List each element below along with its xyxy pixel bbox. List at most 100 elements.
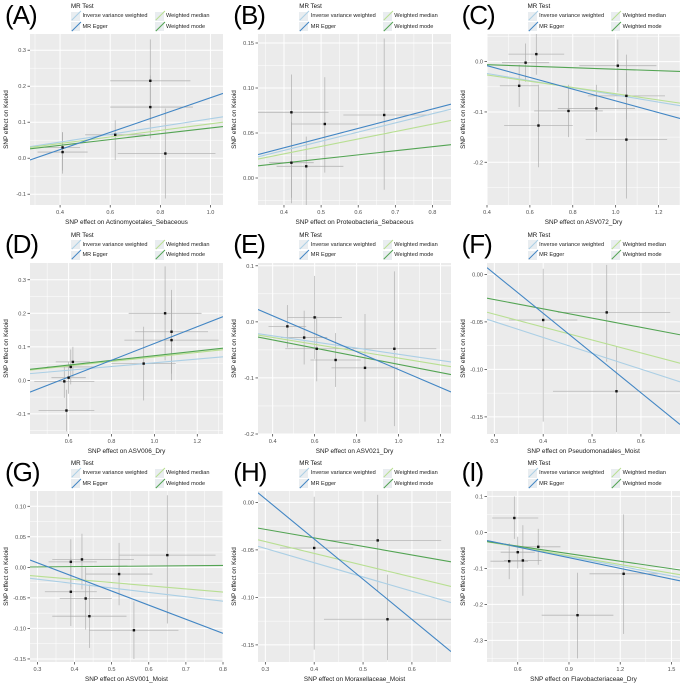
egger-line-key-icon bbox=[71, 249, 82, 260]
panel-label: (A) bbox=[5, 0, 38, 30]
legend-label: MR Egger bbox=[310, 23, 336, 30]
legend-item-wmode: Weighted mode bbox=[154, 249, 210, 260]
legend-label: Weighted mode bbox=[166, 480, 206, 487]
legend-label: MR Egger bbox=[82, 252, 108, 259]
svg-text:0.6: 0.6 bbox=[145, 667, 153, 673]
legend-title: MR Test bbox=[71, 231, 94, 239]
legend-item-wmode: Weighted mode bbox=[154, 21, 210, 32]
svg-text:-0.1: -0.1 bbox=[473, 567, 483, 573]
svg-text:1.0: 1.0 bbox=[395, 439, 403, 445]
svg-text:0.6: 0.6 bbox=[513, 667, 521, 673]
svg-text:0.9: 0.9 bbox=[565, 667, 573, 673]
legend-label: Weighted mode bbox=[394, 23, 434, 30]
legend-label: Weighted median bbox=[394, 13, 438, 19]
ivw-line-key-icon bbox=[527, 239, 539, 250]
legend-item-ivw: Inverse variance weighted bbox=[299, 10, 376, 21]
svg-text:-0.05: -0.05 bbox=[242, 548, 255, 554]
scatter-plot: 0.3 0.4 0.5 0.6 0.00 -0.05 -0.10 -0.15 SNP effec… bbox=[231, 491, 452, 683]
legend-item-wmedian: Weighted median bbox=[382, 10, 438, 21]
mr-test-legend: MR Test Inverse variance weighted Weighted… bbox=[299, 459, 438, 489]
svg-text:-0.10: -0.10 bbox=[13, 627, 26, 633]
legend-title: MR Test bbox=[299, 231, 322, 239]
svg-text:0.05: 0.05 bbox=[243, 131, 254, 137]
wmedian-line-key-icon bbox=[154, 467, 166, 478]
svg-text:0.8: 0.8 bbox=[108, 439, 116, 445]
scatter-plot: 0.4 0.6 0.8 1.0 -0.1 0.0 0.1 0.2 0.3 SNP effect o… bbox=[3, 34, 223, 226]
legend-item-wmedian: Weighted median bbox=[382, 239, 438, 250]
svg-text:1.0: 1.0 bbox=[150, 439, 158, 445]
mr-test-legend: MR Test Inverse variance weighted Weighted… bbox=[71, 459, 209, 489]
wmode-line-key-icon bbox=[611, 478, 622, 489]
svg-text:0.8: 0.8 bbox=[568, 210, 576, 216]
legend-label: Weighted mode bbox=[622, 252, 662, 259]
legend-items: Inverse variance weighted Weighted median… bbox=[299, 10, 438, 32]
svg-text:0.10: 0.10 bbox=[243, 86, 254, 92]
legend-title: MR Test bbox=[527, 3, 551, 10]
legend-title: MR Test bbox=[527, 460, 551, 468]
egger-line-key-icon bbox=[71, 478, 82, 489]
x-axis-title: SNP effect on Pseudomonadales_Moist bbox=[527, 448, 640, 455]
legend-label: MR Egger bbox=[539, 252, 565, 259]
ivw-line-key-icon bbox=[527, 467, 539, 478]
ivw-line-key-icon bbox=[527, 10, 539, 21]
svg-text:0.8: 0.8 bbox=[219, 667, 227, 673]
ivw-line-key-icon bbox=[71, 10, 82, 21]
mr-test-legend: MR Test Inverse variance weighted Weighted… bbox=[299, 2, 438, 32]
legend-label: Weighted mode bbox=[622, 480, 662, 487]
svg-text:0.2: 0.2 bbox=[18, 84, 26, 90]
legend-label: Inverse variance weighted bbox=[310, 13, 376, 19]
legend-label: MR Egger bbox=[310, 480, 336, 487]
svg-text:0.00: 0.00 bbox=[243, 176, 254, 182]
svg-text:0.00: 0.00 bbox=[15, 566, 26, 572]
svg-text:0.7: 0.7 bbox=[182, 667, 190, 673]
x-axis-title: SNP effect on Proteobacteria_Sebaceous bbox=[296, 219, 414, 226]
panel-label: (I) bbox=[461, 457, 485, 488]
panel-header: (D) MR Test Inverse variance weighted Weigh… bbox=[0, 229, 228, 260]
svg-text:0.4: 0.4 bbox=[539, 439, 547, 445]
svg-text:0.5: 0.5 bbox=[588, 439, 596, 445]
ivw-line-key-icon bbox=[299, 467, 310, 478]
legend-label: Inverse variance weighted bbox=[82, 470, 148, 477]
egger-line-key-icon bbox=[299, 249, 310, 260]
scatter-plot: 0.3 0.4 0.5 0.6 0.00 -0.05 -0.10 -0.15 SNP effec… bbox=[460, 262, 680, 455]
panel-header: (F) MR Test Inverse variance weighted Weigh… bbox=[457, 229, 685, 260]
svg-text:0.6: 0.6 bbox=[311, 439, 319, 445]
scatter-plot: 0.6 0.9 1.2 1.5 0.1 0.0 -0.1 -0.2 -0.3 SNP effect… bbox=[460, 491, 680, 683]
panel-A: (A) MR Test Inverse variance weighted Weigh… bbox=[0, 0, 229, 229]
svg-text:0.05: 0.05 bbox=[15, 535, 26, 541]
legend-item-wmedian: Weighted median bbox=[611, 10, 666, 21]
y-axis-title: SNP effect on Keloid bbox=[231, 547, 238, 606]
wmode-line-key-icon bbox=[382, 249, 394, 260]
egger-line-key-icon bbox=[299, 478, 310, 489]
svg-text:-0.10: -0.10 bbox=[470, 367, 483, 373]
svg-text:1.0: 1.0 bbox=[611, 210, 619, 216]
legend-item-egger: MR Egger bbox=[299, 21, 376, 32]
panel-H: (H) MR Test Inverse variance weighted Weigh… bbox=[228, 457, 457, 686]
svg-text:0.15: 0.15 bbox=[243, 41, 254, 47]
svg-text:-0.15: -0.15 bbox=[470, 414, 483, 420]
wmode-line-key-icon bbox=[382, 21, 394, 32]
legend-label: Inverse variance weighted bbox=[82, 241, 148, 248]
legend-label: Weighted median bbox=[394, 470, 438, 477]
wmode-line-key-icon bbox=[154, 21, 166, 32]
legend-item-wmedian: Weighted median bbox=[154, 467, 209, 478]
legend-label: Inverse variance weighted bbox=[539, 13, 605, 19]
legend-label: Weighted mode bbox=[622, 23, 662, 30]
egger-line-key-icon bbox=[527, 478, 539, 489]
svg-text:0.5: 0.5 bbox=[108, 667, 116, 673]
svg-text:-0.10: -0.10 bbox=[242, 596, 255, 602]
legend-label: Inverse variance weighted bbox=[539, 241, 605, 248]
svg-text:0.1: 0.1 bbox=[475, 495, 483, 501]
legend-label: Weighted median bbox=[166, 241, 210, 248]
panel-header: (B) MR Test Inverse variance weighted Weigh… bbox=[228, 0, 456, 32]
panel-E: (E) MR Test Inverse variance weighted Weigh… bbox=[228, 228, 457, 458]
svg-text:0.3: 0.3 bbox=[490, 439, 498, 445]
wmedian-line-key-icon bbox=[382, 467, 394, 478]
legend-items: Inverse variance weighted Weighted median… bbox=[527, 239, 666, 260]
x-axis-title: SNP effect on ASV001_Moist bbox=[85, 676, 168, 683]
svg-text:-0.2: -0.2 bbox=[473, 160, 483, 166]
wmedian-line-key-icon bbox=[611, 239, 622, 250]
svg-text:0.6: 0.6 bbox=[106, 210, 114, 216]
legend-item-ivw: Inverse variance weighted bbox=[71, 239, 148, 250]
svg-text:0.0: 0.0 bbox=[247, 319, 255, 325]
